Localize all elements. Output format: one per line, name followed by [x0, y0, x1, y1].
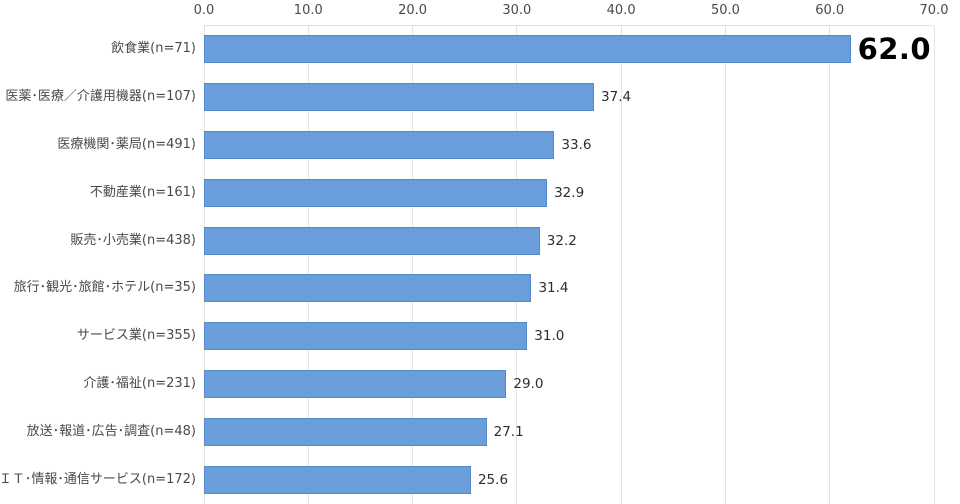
- gridline: [307, 26, 309, 504]
- bar: [204, 178, 548, 207]
- bar-value-label: 37.4: [601, 88, 632, 105]
- bar: [204, 418, 487, 447]
- bar-value-label: 27.1: [493, 424, 524, 441]
- x-axis-tick-label: 0.0: [193, 3, 215, 18]
- bar-value-label: 32.9: [554, 184, 585, 201]
- x-axis-tick-label: 60.0: [815, 3, 845, 18]
- bar: [204, 34, 851, 63]
- bar-value-label: 32.2: [546, 232, 577, 249]
- gridline: [203, 26, 205, 504]
- bar: [204, 130, 555, 159]
- bar: [204, 322, 528, 351]
- x-axis-tick-label: 20.0: [398, 3, 428, 18]
- category-label: 放送･報道･広告･調査(n=48): [26, 424, 196, 440]
- bar: [204, 82, 595, 111]
- bar-value-label: 62.0: [857, 31, 932, 66]
- bar: [204, 466, 471, 495]
- gridline: [412, 26, 414, 504]
- gridline: [933, 26, 935, 504]
- category-label: 不動産業(n=161): [89, 184, 196, 200]
- gridline: [829, 26, 831, 504]
- category-label: 医薬･医療／介護用機器(n=107): [5, 88, 196, 104]
- category-label: ＩＴ･情報･通信サービス(n=172): [0, 472, 196, 488]
- bar: [204, 370, 507, 399]
- x-axis-tick-label: 70.0: [919, 3, 949, 18]
- bar-value-label: 31.0: [534, 328, 565, 345]
- bar-value-label: 25.6: [477, 472, 509, 489]
- x-axis-tick-label: 10.0: [293, 3, 323, 18]
- category-label: 介護･福祉(n=231): [83, 376, 196, 392]
- category-label: 飲食業(n=71): [111, 40, 196, 56]
- bar: [204, 226, 540, 255]
- bar-value-label: 29.0: [513, 376, 544, 393]
- category-label: サービス業(n=355): [76, 328, 196, 344]
- plot-area: [203, 25, 935, 504]
- bar-value-label: 31.4: [538, 280, 569, 297]
- gridline: [516, 26, 518, 504]
- category-label: 旅行･観光･旅館･ホテル(n=35): [13, 280, 196, 296]
- x-axis-tick-label: 50.0: [710, 3, 740, 18]
- category-label: 医療機関･薬局(n=491): [57, 136, 196, 152]
- x-axis-tick-label: 40.0: [606, 3, 636, 18]
- gridline: [620, 26, 622, 504]
- bar: [204, 274, 532, 303]
- bar-value-label: 33.6: [561, 136, 592, 153]
- category-label: 販売･小売業(n=438): [70, 232, 196, 248]
- x-axis-tick-label: 30.0: [502, 3, 532, 18]
- gridline: [724, 26, 726, 504]
